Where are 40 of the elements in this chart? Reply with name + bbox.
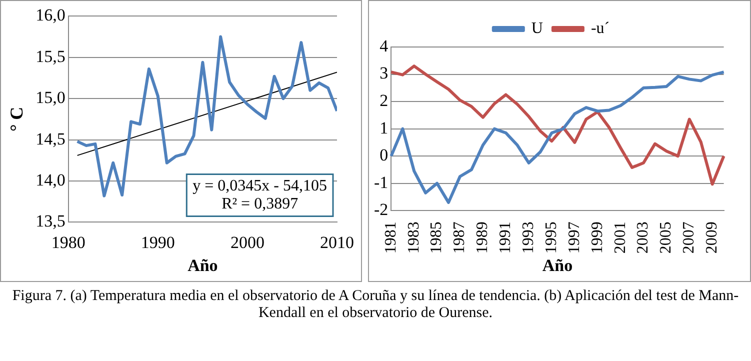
x-tick-label: 2007 xyxy=(680,222,698,254)
x-tick-label: 2003 xyxy=(634,222,652,254)
y-tick-label: 3 xyxy=(380,64,388,83)
x-tick-label: 1987 xyxy=(451,222,468,254)
x-tick-label: 1983 xyxy=(405,222,422,254)
x-tick-label: 1981 xyxy=(382,222,400,254)
x-tick-label: 1993 xyxy=(520,222,538,254)
x-tick-label: 1991 xyxy=(497,222,514,254)
x-tick-label: 2000 xyxy=(230,232,264,252)
y-tick-label: 16,0 xyxy=(36,6,66,25)
x-tick-label: 2005 xyxy=(658,222,675,254)
x-tick-label: 1985 xyxy=(428,222,446,254)
annotation: R² = 0,3897 xyxy=(222,195,298,212)
y-axis-title: ° C xyxy=(6,106,26,132)
text: Figura 7. (a) Temperatura media en el observatorio de A Coruña y su línea de tendencia. (b) Aplicación del test de Mann-Kendall en el observatorio de Ourense. xyxy=(11,288,740,322)
x-axis-title: Año xyxy=(188,256,218,276)
y-tick-label: 14,5 xyxy=(36,129,66,148)
x-axis-title: Año xyxy=(542,256,573,276)
x-tick-label: 1990 xyxy=(140,232,175,252)
y-tick-label: -1 xyxy=(374,172,388,192)
y-tick-label: 14,0 xyxy=(36,170,66,190)
y-tick-label: 1 xyxy=(380,118,388,138)
y-tick-label: 4 xyxy=(380,36,389,56)
x-tick-label: 1980 xyxy=(51,232,86,252)
x-tick-label: 1999 xyxy=(588,222,606,254)
y-tick-label: 0 xyxy=(380,146,388,165)
x-tick-label: 1989 xyxy=(474,222,492,254)
x-tick-label: 1997 xyxy=(566,222,583,254)
legend-label: U xyxy=(531,20,544,38)
x-tick-label: 1995 xyxy=(542,222,560,254)
x-tick-label: 2009 xyxy=(704,222,721,254)
y-tick-label: 13,5 xyxy=(36,212,66,231)
y-tick-label: -2 xyxy=(374,200,388,220)
x-tick-label: 2001 xyxy=(612,222,629,254)
legend-label: -u´ xyxy=(590,20,610,38)
annotation: y = 0,0345x - 54,105 xyxy=(192,177,328,194)
y-tick-label: 15,5 xyxy=(36,46,66,66)
x-tick-label: 2010 xyxy=(320,232,354,252)
y-tick-label: 15,0 xyxy=(36,88,66,108)
y-tick-label: 2 xyxy=(380,91,388,110)
